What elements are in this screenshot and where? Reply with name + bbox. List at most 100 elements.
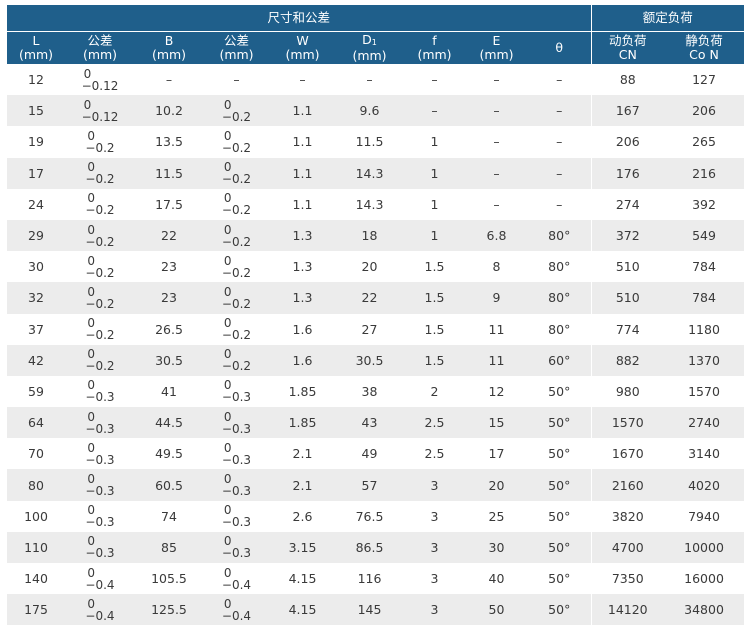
cell-E: 9 bbox=[465, 282, 528, 313]
cell-static-load: 2740 bbox=[664, 407, 744, 438]
cell-tolerance-L-upper: 0 bbox=[85, 567, 114, 579]
table-row: 37 0 −0.2 26.5 0 −0.2 1.6 27 1.5 11 80° 774 1180 bbox=[7, 314, 744, 345]
cell-f: 1.5 bbox=[404, 251, 465, 282]
cell-L: 59 bbox=[7, 376, 65, 407]
table-row: 59 0 −0.3 41 0 −0.3 1.85 38 2 12 50° 980 1570 bbox=[7, 376, 744, 407]
col-header-theta: θ bbox=[528, 32, 591, 65]
cell-theta: 60° bbox=[528, 345, 591, 376]
cell-static-load: 7940 bbox=[664, 501, 744, 532]
cell-D1: 20 bbox=[335, 251, 404, 282]
cell-E: – bbox=[465, 95, 528, 126]
cell-tolerance-L: 0 −0.2 bbox=[65, 220, 135, 251]
cell-B: 23 bbox=[135, 251, 203, 282]
dims-group-header: 尺寸和公差 bbox=[7, 5, 591, 32]
cell-tolerance-B-stack: 0 −0.4 bbox=[222, 567, 251, 591]
cell-theta: 80° bbox=[528, 282, 591, 313]
cell-tolerance-B: 0 −0.3 bbox=[203, 376, 270, 407]
cell-theta: 50° bbox=[528, 563, 591, 594]
col-header-D1-subscript: 1 bbox=[372, 38, 377, 47]
cell-dynamic-load: 1570 bbox=[591, 407, 664, 438]
cell-static-load: 127 bbox=[664, 64, 744, 95]
cell-W: 1.6 bbox=[270, 345, 335, 376]
cell-theta: 80° bbox=[528, 220, 591, 251]
cell-tolerance-B: 0 −0.3 bbox=[203, 501, 270, 532]
cell-L: 24 bbox=[7, 189, 65, 220]
table-row: 80 0 −0.3 60.5 0 −0.3 2.1 57 3 20 50° 2160 4020 bbox=[7, 469, 744, 500]
cell-tolerance-B-stack: 0 −0.2 bbox=[222, 317, 251, 341]
table-row: 17 0 −0.2 11.5 0 −0.2 1.1 14.3 1– –176 216 bbox=[7, 158, 744, 189]
cell-tolerance-L-stack: 0 −0.3 bbox=[85, 473, 114, 497]
col-header-L: L (mm) bbox=[7, 32, 65, 65]
cell-tolerance-L-stack: 0 −0.2 bbox=[85, 161, 114, 185]
cell-W: 1.3 bbox=[270, 220, 335, 251]
cell-W: 1.6 bbox=[270, 314, 335, 345]
cell-L: 29 bbox=[7, 220, 65, 251]
cell-f: 2.5 bbox=[404, 407, 465, 438]
cell-tolerance-B: 0 −0.4 bbox=[203, 563, 270, 594]
cell-tolerance-B: 0 −0.3 bbox=[203, 438, 270, 469]
col-header-W-unit: (mm) bbox=[270, 48, 335, 62]
cell-tolerance-B-lower: −0.3 bbox=[222, 516, 251, 528]
cell-tolerance-L-stack: 0 −0.3 bbox=[85, 535, 114, 559]
cell-static-load: 206 bbox=[664, 95, 744, 126]
cell-theta: 50° bbox=[528, 376, 591, 407]
cell-dynamic-load: 510 bbox=[591, 282, 664, 313]
cell-tolerance-B: – bbox=[203, 64, 270, 95]
col-header-f-name: f bbox=[404, 34, 465, 48]
cell-tolerance-L-stack: 0 −0.4 bbox=[85, 567, 114, 591]
table-row: 29 0 −0.2 22 0 −0.2 1.3 18 1 6.8 80° 372 549 bbox=[7, 220, 744, 251]
cell-E: 8 bbox=[465, 251, 528, 282]
cell-f: 3 bbox=[404, 594, 465, 625]
cell-tolerance-B: 0 −0.3 bbox=[203, 469, 270, 500]
table-row: 24 0 −0.2 17.5 0 −0.2 1.1 14.3 1– –274 392 bbox=[7, 189, 744, 220]
cell-tolerance-B-upper: 0 bbox=[222, 411, 251, 423]
col-header-E-unit: (mm) bbox=[465, 48, 528, 62]
cell-tolerance-L-lower: −0.2 bbox=[85, 236, 114, 248]
load-group-header: 额定负荷 bbox=[591, 5, 744, 32]
cell-tolerance-L: 0 −0.3 bbox=[65, 438, 135, 469]
cell-W: 3.15 bbox=[270, 532, 335, 563]
cell-theta: – bbox=[528, 158, 591, 189]
cell-tolerance-B: 0 −0.2 bbox=[203, 345, 270, 376]
table-row: 12 0 −0.12– – – – – – –88 127 bbox=[7, 64, 744, 95]
cell-tolerance-L-lower: −0.2 bbox=[85, 173, 114, 185]
cell-f: 1.5 bbox=[404, 345, 465, 376]
cell-tolerance-L-lower: −0.3 bbox=[85, 485, 114, 497]
cell-tolerance-L: 0 −0.2 bbox=[65, 158, 135, 189]
cell-tolerance-B-lower: −0.2 bbox=[222, 329, 251, 341]
cell-tolerance-L-stack: 0 −0.2 bbox=[85, 286, 114, 310]
cell-theta: 50° bbox=[528, 438, 591, 469]
col-header-D1-name: D1 bbox=[335, 33, 404, 49]
cell-tolerance-L-stack: 0 −0.3 bbox=[85, 411, 114, 435]
col-header-tolerance-2-unit: (mm) bbox=[203, 48, 270, 62]
cell-tolerance-L-stack: 0 −0.2 bbox=[85, 192, 114, 216]
col-header-tolerance-2: 公差 (mm) bbox=[203, 32, 270, 65]
cell-static-load: 1180 bbox=[664, 314, 744, 345]
cell-tolerance-B-stack: 0 −0.3 bbox=[222, 411, 251, 435]
cell-f: 1 bbox=[404, 126, 465, 157]
cell-tolerance-L-stack: 0 −0.2 bbox=[85, 224, 114, 248]
cell-B: 105.5 bbox=[135, 563, 203, 594]
cell-E: – bbox=[465, 126, 528, 157]
cell-B: 41 bbox=[135, 376, 203, 407]
cell-W: 1.1 bbox=[270, 126, 335, 157]
table-row: 140 0 −0.4 105.5 0 −0.4 4.15 116 3 40 50° 7350 16000 bbox=[7, 563, 744, 594]
cell-tolerance-B-lower: −0.2 bbox=[222, 111, 251, 123]
cell-D1: 27 bbox=[335, 314, 404, 345]
col-header-E-name: E bbox=[465, 34, 528, 48]
cell-W: 1.1 bbox=[270, 158, 335, 189]
cell-E: – bbox=[465, 64, 528, 95]
cell-dynamic-load: 176 bbox=[591, 158, 664, 189]
col-header-tolerance-1-unit: (mm) bbox=[65, 48, 135, 62]
cell-theta: – bbox=[528, 64, 591, 95]
cell-B: 49.5 bbox=[135, 438, 203, 469]
cell-L: 42 bbox=[7, 345, 65, 376]
col-header-tolerance-1: 公差 (mm) bbox=[65, 32, 135, 65]
cell-dynamic-load: 88 bbox=[591, 64, 664, 95]
cell-tolerance-B-stack: 0 −0.2 bbox=[222, 255, 251, 279]
cell-tolerance-B-lower: −0.3 bbox=[222, 454, 251, 466]
cell-D1: 14.3 bbox=[335, 158, 404, 189]
cell-D1: 86.5 bbox=[335, 532, 404, 563]
cell-tolerance-L: 0 −0.3 bbox=[65, 532, 135, 563]
cell-tolerance-B-stack: 0 −0.2 bbox=[222, 286, 251, 310]
